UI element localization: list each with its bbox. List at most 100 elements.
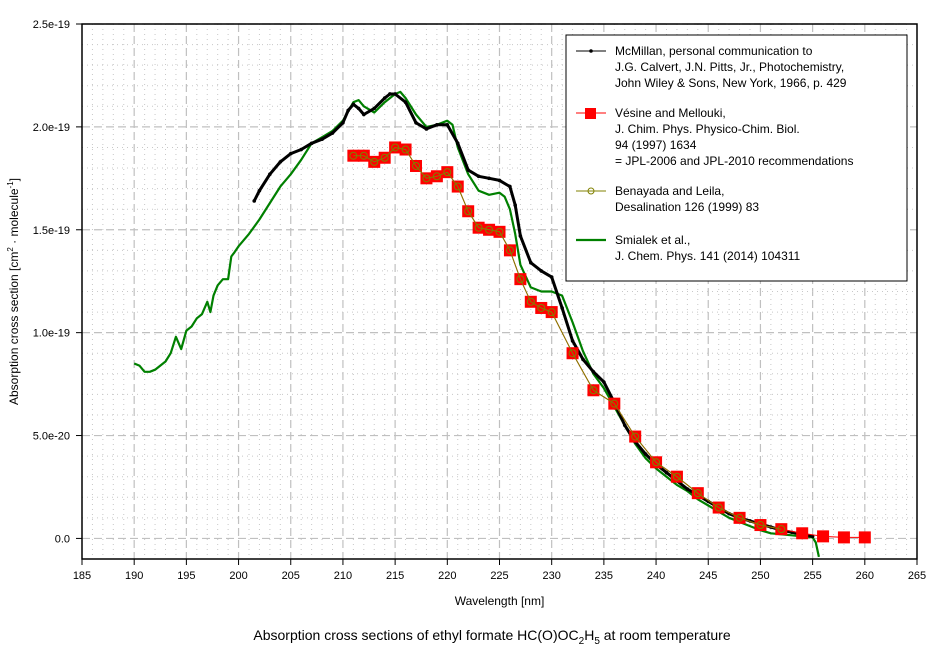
data-point-dot [455, 141, 460, 146]
series-line [353, 147, 782, 530]
data-point-circle [631, 432, 640, 441]
x-tick-label: 225 [490, 570, 508, 582]
data-point-circle [693, 489, 702, 498]
data-point-dot [570, 339, 575, 343]
x-tick-label: 235 [595, 570, 613, 582]
data-point-dot [508, 184, 512, 189]
y-axis-title-pre: Absorption cross section [cm [7, 252, 21, 405]
legend-label: J. Chim. Phys. Physico-Chim. Biol. [615, 122, 800, 136]
data-point-dot [560, 306, 564, 310]
legend-item: Benayada and Leila, Desalination 126 (199… [576, 184, 759, 214]
y-axis: 0.0 5.0e-20 1.0e-19 1.5e-19 2.0e-19 2.5e-19 [33, 19, 82, 545]
x-tick-label: 210 [334, 570, 352, 582]
data-point-dot [288, 151, 293, 156]
data-point-dot [388, 92, 392, 96]
data-point-square [796, 527, 809, 540]
y-axis-title-mid: · molecule [7, 188, 21, 247]
data-point-dot [529, 260, 533, 265]
data-point-circle [495, 227, 504, 236]
data-point-dot [320, 137, 324, 142]
data-point-circle [589, 386, 598, 395]
data-point-circle [505, 246, 514, 255]
data-point-dot [299, 147, 303, 152]
data-point-dot [424, 127, 429, 131]
x-tick-label: 240 [647, 570, 665, 582]
data-point-circle [516, 275, 525, 284]
chart-title-post: at room temperature [600, 627, 731, 643]
data-point-dot [330, 131, 335, 135]
data-point-dot [539, 269, 544, 273]
data-point-circle [359, 151, 368, 160]
data-point-dot [382, 96, 387, 100]
data-point-circle [485, 225, 494, 234]
y-tick-label: 1.0e-19 [33, 328, 70, 340]
data-point-dot [513, 203, 517, 207]
legend-label: 94 (1997) 1634 [615, 138, 697, 152]
data-point-dot [278, 160, 283, 164]
chart-title: Absorption cross sections of ethyl forma… [253, 627, 730, 647]
legend-label: McMillan, personal communication to [615, 44, 813, 58]
data-point-circle [453, 182, 462, 191]
data-point-circle [672, 472, 681, 481]
y-axis-title: Absorption cross section [cm2 · molecule… [6, 178, 21, 405]
legend-item: Smialek et al., J. Chem. Phys. 141 (2014)… [576, 233, 801, 263]
legend-label: Desalination 126 (1999) 83 [615, 200, 759, 214]
x-tick-label: 195 [177, 570, 195, 582]
x-tick-label: 250 [751, 570, 769, 582]
x-axis: 185 190 195 200 205 210 215 220 225 230 235 240 245 2… [73, 559, 926, 582]
data-point-circle [547, 308, 556, 317]
legend-label: Smialek et al., [615, 233, 690, 247]
data-point-dot [518, 234, 523, 238]
data-point-circle [391, 143, 400, 152]
data-point-circle [422, 174, 431, 183]
data-point-square [775, 523, 788, 536]
data-point-dot [356, 106, 361, 111]
data-point-dot [414, 120, 418, 125]
data-point-square [347, 149, 360, 162]
x-tick-label: 260 [856, 570, 874, 582]
legend-label: = JPL-2006 and JPL-2010 recommendations [615, 154, 853, 168]
chart-title-pre: Absorption cross sections of ethyl forma… [253, 627, 578, 643]
chart-title-sub1: 2 [579, 636, 585, 647]
x-tick-label: 230 [543, 570, 561, 582]
data-point-dot [372, 106, 377, 111]
data-point-circle [349, 151, 358, 160]
data-point-dot [393, 92, 397, 96]
data-point-dot [466, 168, 470, 172]
data-point-circle [568, 349, 577, 358]
x-tick-label: 265 [908, 570, 926, 582]
y-axis-title-post: ] [7, 178, 21, 181]
data-point-circle [777, 525, 786, 534]
data-point-dot [685, 487, 690, 491]
data-point-dot [341, 120, 345, 125]
x-tick-label: 200 [229, 570, 247, 582]
data-point-dot [497, 178, 502, 183]
data-point-dot [252, 199, 257, 203]
legend-label: J.G. Calvert, J.N. Pitts, Jr., Photochem… [615, 60, 844, 74]
legend: McMillan, personal communication to J.G. … [565, 34, 908, 282]
data-point-dot [581, 357, 585, 362]
data-point-dot [268, 172, 272, 177]
data-point-dot [643, 452, 648, 456]
data-point-dot [346, 108, 350, 113]
chart-title-sub2: 5 [594, 636, 600, 647]
series-line [133, 90, 820, 558]
legend-label: Vésine and Mellouki, [615, 106, 726, 120]
data-point-square [858, 531, 871, 544]
data-point-dot [664, 470, 669, 475]
data-point-dot [591, 369, 596, 374]
data-point-dot [403, 100, 408, 104]
data-point-circle [432, 172, 441, 181]
y-axis-title-sup1: 2 [6, 247, 15, 252]
data-point-circle [756, 521, 765, 530]
legend-label: John Wiley & Sons, New York, 1966, p. 42… [615, 76, 847, 90]
x-tick-label: 190 [125, 570, 143, 582]
data-point-circle [610, 399, 619, 408]
data-point-dot [476, 174, 481, 179]
data-point-dot [257, 188, 262, 193]
data-point-circle [443, 168, 452, 177]
data-point-dot [549, 275, 554, 279]
y-tick-label: 2.0e-19 [33, 122, 70, 134]
y-tick-label: 1.5e-19 [33, 225, 70, 237]
data-point-circle [526, 297, 535, 306]
